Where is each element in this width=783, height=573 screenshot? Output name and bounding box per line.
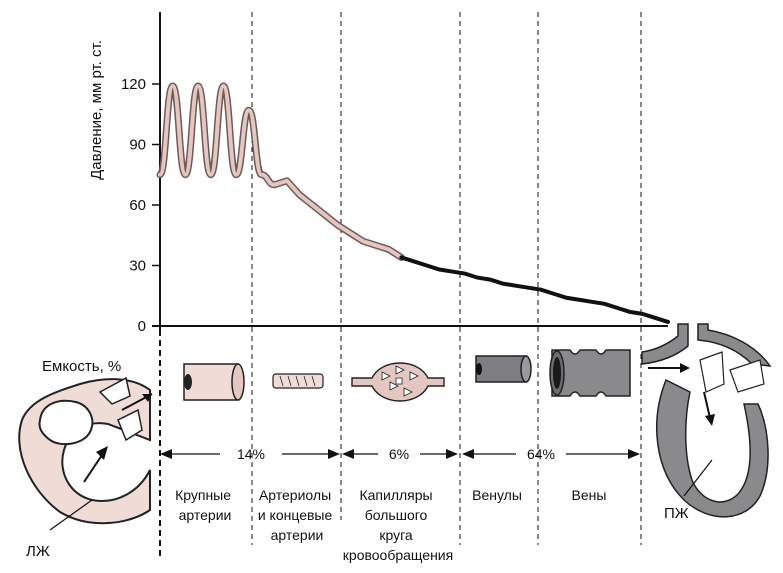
percent-span-capillaries: 6% xyxy=(342,446,458,462)
left-heart-arrowhead-out xyxy=(142,394,152,402)
vessel-icons xyxy=(183,349,631,402)
pressure-curve-arterial-outline xyxy=(156,82,405,261)
y-tick-label: 0 xyxy=(138,318,146,335)
pressure-curve-arterial xyxy=(158,84,404,260)
y-tick-label: 120 xyxy=(121,76,146,93)
pressure-curve-venous xyxy=(399,255,670,324)
right-heart-illustration: ПЖ xyxy=(641,323,772,522)
right-heart-pointer xyxy=(683,459,713,497)
right-heart-valves xyxy=(699,351,765,393)
percent-span-veins: 64% xyxy=(462,446,640,462)
right-heart-arrowhead-down xyxy=(705,414,715,426)
segment-label-large-arteries: Крупные артерии xyxy=(175,487,235,523)
y-ticks: 0 30 60 90 120 xyxy=(121,76,160,335)
segment-label-veins: Вены xyxy=(572,487,607,503)
segment-label-capillaries: Капилляры большого круга кровообращения xyxy=(343,487,453,563)
y-tick-label: 30 xyxy=(129,258,146,275)
y-tick-label: 60 xyxy=(129,197,146,214)
left-heart-arrow-in xyxy=(83,451,105,483)
left-heart-illustration: ЛЖ xyxy=(18,376,153,560)
segment-dividers xyxy=(251,12,642,545)
left-heart-valve xyxy=(98,376,143,442)
capacity-percent-row: 14% 6% 64% xyxy=(160,446,640,462)
segment-label-arterioles: Артериолы и концевые артерии xyxy=(258,487,336,543)
venule-icon xyxy=(475,355,532,383)
right-heart-arrowhead-in xyxy=(680,363,690,373)
percent-label-6: 6% xyxy=(389,446,409,462)
percent-span-arteries: 14% xyxy=(160,446,340,462)
y-axis-label: Давление, мм рт. ст. xyxy=(88,40,105,180)
left-heart-wall xyxy=(18,378,151,525)
left-heart-arrowhead-in xyxy=(96,446,108,460)
capacity-label: Емкость, % xyxy=(42,358,121,375)
left-heart-label: ЛЖ xyxy=(26,543,50,560)
right-heart-label: ПЖ xyxy=(664,505,689,522)
left-heart-atrium xyxy=(38,399,94,446)
segment-label-venules: Венулы xyxy=(472,487,522,503)
percent-label-64: 64% xyxy=(527,446,555,462)
segment-labels: Крупные артерии Артериолы и концевые арт… xyxy=(175,487,606,563)
right-heart-wall xyxy=(656,378,769,518)
left-heart-pointer xyxy=(49,499,93,531)
arteriole-icon xyxy=(272,373,324,389)
large-artery-icon xyxy=(183,363,245,401)
vein-icon xyxy=(549,349,631,397)
capillary-bed-icon xyxy=(351,362,445,402)
right-heart-arrow-down xyxy=(703,391,711,419)
y-tick-label: 90 xyxy=(129,137,146,154)
percent-label-14: 14% xyxy=(237,446,265,462)
